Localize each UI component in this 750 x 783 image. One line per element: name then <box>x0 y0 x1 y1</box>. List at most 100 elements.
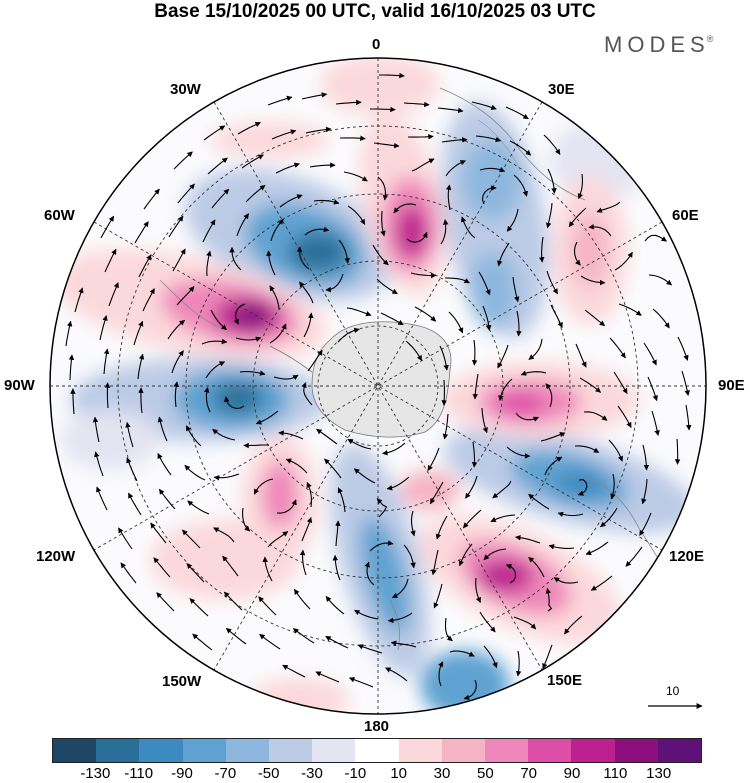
colorbar-swatch <box>571 739 615 762</box>
lon-label-0: 0 <box>372 36 381 53</box>
anomaly-low-region <box>462 140 522 220</box>
wind-arrow <box>479 611 496 633</box>
anomaly-low-core <box>288 232 348 272</box>
colorbar-swatch <box>355 739 399 762</box>
wind-arrow <box>411 158 435 172</box>
wind-arrow <box>354 609 379 620</box>
wind-arrow <box>258 596 277 616</box>
wind-arrow <box>347 205 366 225</box>
colorbar-swatch <box>96 739 140 762</box>
colorbar-swatch <box>398 739 442 762</box>
wind-arrow <box>269 285 280 310</box>
wind-arrow <box>492 480 512 499</box>
wind-arrow <box>339 135 366 141</box>
colorbar-tick-label: -130 <box>80 765 111 782</box>
wind-arrow <box>376 278 398 295</box>
wind-arrow <box>528 493 550 510</box>
wind-arrow <box>168 215 184 238</box>
wind-arrow <box>157 453 172 476</box>
wind-arrow <box>278 430 304 440</box>
wind-arrow <box>134 221 149 244</box>
wind-arrow <box>651 410 660 436</box>
wind-arrow <box>357 644 383 654</box>
wind-arrow <box>241 154 264 169</box>
wind-arrow <box>506 208 519 232</box>
lon-label-180: 180 <box>364 718 390 735</box>
lon-label-30e: 30E <box>548 81 575 98</box>
wind-arrow <box>482 305 492 331</box>
wind-arrow <box>513 616 537 630</box>
wind-arrow <box>406 231 428 243</box>
reference-vector-label: 10 <box>666 684 680 698</box>
wind-arrow <box>403 101 430 108</box>
wind-arrow <box>573 241 581 266</box>
colorbar-swatch <box>657 739 702 762</box>
anomaly-high-region <box>572 212 608 288</box>
wind-arrow <box>516 310 522 337</box>
lon-label-90e: 90E <box>718 377 745 394</box>
wind-arrow <box>577 479 588 496</box>
wind-arrow <box>513 174 529 197</box>
wind-arrow <box>299 281 314 304</box>
wind-arrow <box>585 541 609 556</box>
wind-arrow <box>449 650 475 657</box>
wind-arrow <box>233 303 246 325</box>
colorbar-tick-label: 10 <box>390 765 407 782</box>
wind-arrow <box>68 354 75 381</box>
wind-arrow <box>505 563 517 584</box>
wind-arrow <box>410 272 437 279</box>
wind-arrow <box>509 140 532 156</box>
wind-arrow <box>74 287 84 313</box>
wind-arrow <box>276 499 297 514</box>
colorbar-swatch <box>182 739 226 762</box>
wind-arrow <box>343 171 368 182</box>
wind-arrow <box>674 438 681 465</box>
anomaly-high-region <box>262 461 298 529</box>
wind-arrow <box>614 251 633 271</box>
wind-arrow <box>386 476 410 491</box>
lon-label-60w: 60W <box>44 207 75 224</box>
wind-arrow <box>505 106 529 120</box>
wind-arrow <box>588 223 612 237</box>
colorbar-swatch <box>614 739 658 762</box>
wind-arrow <box>282 664 306 678</box>
wind-arrow <box>642 444 650 471</box>
wind-arrow <box>546 270 559 295</box>
wind-arrow <box>465 475 478 499</box>
wind-arrow <box>438 661 444 687</box>
wind-arrow <box>335 520 341 547</box>
wind-arrow <box>279 194 303 208</box>
wind-arrow <box>348 677 374 688</box>
wind-arrow <box>639 512 652 536</box>
wind-arrow <box>435 515 448 540</box>
wind-arrow <box>137 353 145 380</box>
wind-arrow <box>364 561 375 586</box>
wind-arrow <box>211 188 230 209</box>
map-title: Base 15/10/2025 00 UTC, valid 16/10/2025… <box>154 1 596 22</box>
wind-arrow <box>442 413 449 440</box>
wind-arrow <box>385 667 408 682</box>
wind-arrow <box>239 370 266 376</box>
wind-arrow <box>379 72 405 79</box>
colorbar-swatch <box>225 739 270 762</box>
wind-arrow <box>186 563 205 583</box>
colorbar-swatch <box>53 739 97 762</box>
wind-arrow <box>138 387 144 414</box>
wind-arrow <box>542 644 553 670</box>
wind-arrow <box>441 137 468 143</box>
wind-arrow <box>120 562 137 584</box>
wind-arrow <box>273 374 299 381</box>
wind-arrow <box>253 478 274 495</box>
wind-arrow <box>304 226 330 236</box>
wind-arrow <box>440 219 449 245</box>
lon-label-150w: 150W <box>162 673 202 690</box>
wind-arrow <box>557 511 584 518</box>
wind-arrow <box>245 185 266 203</box>
wind-arrow <box>609 337 626 359</box>
wind-arrow <box>65 320 73 347</box>
wind-arrow <box>382 442 406 456</box>
wind-arrow <box>441 379 447 406</box>
wind-arrow <box>173 381 179 408</box>
colorbar-tick-label: 110 <box>603 765 628 782</box>
